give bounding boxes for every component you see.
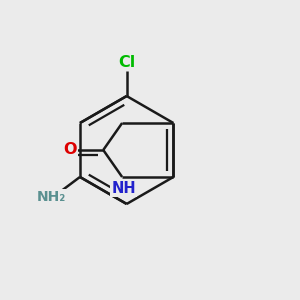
Text: NH: NH [111, 181, 136, 196]
Text: Cl: Cl [118, 55, 135, 70]
Text: NH₂: NH₂ [37, 190, 66, 204]
Text: O: O [63, 142, 77, 158]
